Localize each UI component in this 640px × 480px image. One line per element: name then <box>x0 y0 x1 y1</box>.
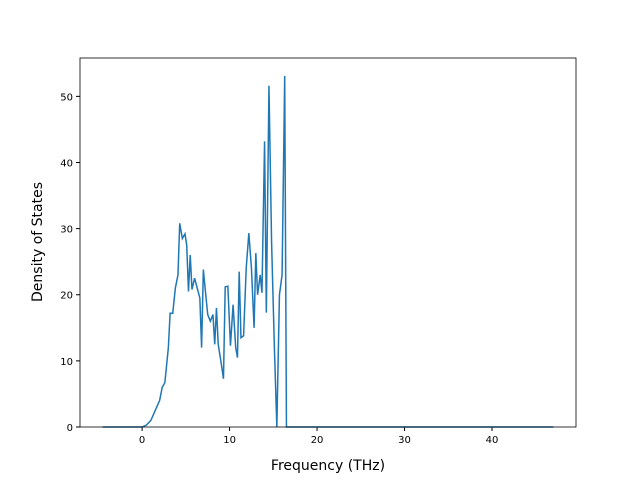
x-tick-label: 20 <box>311 435 324 446</box>
y-tick-label: 10 <box>60 357 73 368</box>
x-tick-label: 10 <box>223 435 236 446</box>
y-axis-label: Density of States <box>30 182 46 302</box>
y-tick-label: 20 <box>60 291 73 302</box>
y-tick-label: 50 <box>60 92 73 103</box>
x-axis-label: Frequency (THz) <box>271 458 385 474</box>
x-tick-label: 40 <box>486 435 499 446</box>
y-tick-label: 40 <box>60 158 73 169</box>
axes-frame <box>79 57 577 428</box>
x-tick-label: 30 <box>398 435 411 446</box>
y-tick-label: 0 <box>67 423 73 434</box>
y-tick-label: 30 <box>60 225 73 236</box>
x-tick-label: 0 <box>139 435 145 446</box>
line <box>102 75 554 428</box>
